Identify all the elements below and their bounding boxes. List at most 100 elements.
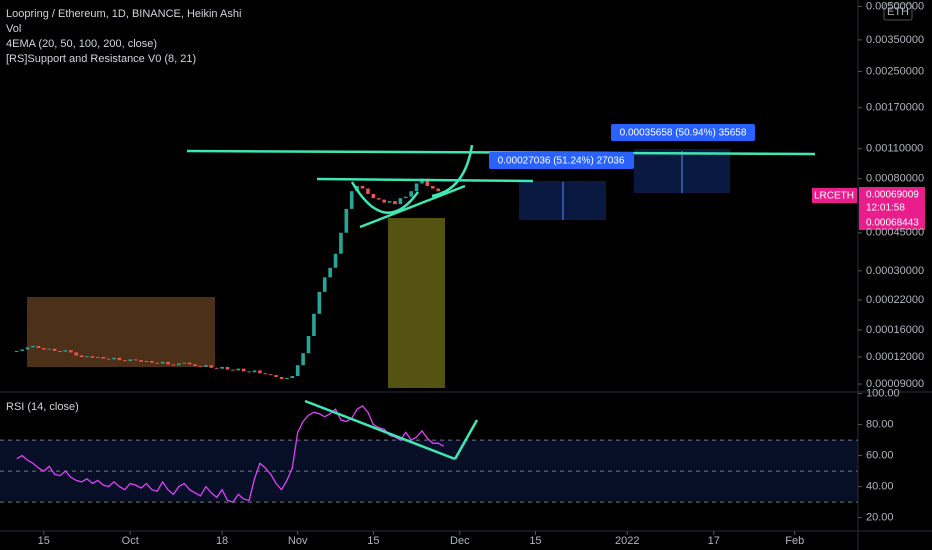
indicator: 4EMA (20, 50, 100, 200, close) (6, 38, 157, 50)
candle (90, 356, 95, 358)
candle (349, 191, 354, 209)
y-tick-label: 0.00045000 (866, 227, 924, 239)
y-tick-label: 0.00250000 (866, 65, 924, 77)
y-tick-label: 60.00 (866, 449, 894, 461)
symbol-box (812, 188, 857, 203)
candle (333, 253, 338, 268)
candle (204, 365, 208, 367)
y-tick-label: 100.00 (866, 387, 900, 399)
candle (339, 232, 343, 254)
candle (63, 350, 68, 352)
candle (393, 201, 397, 205)
x-tick-label: Oct (122, 535, 139, 547)
candle (312, 313, 316, 337)
candle (241, 368, 246, 372)
rsi-line (16, 405, 444, 503)
candle (112, 357, 116, 360)
candle (101, 357, 105, 359)
candle (301, 353, 305, 366)
last-price: 0.00069009 (866, 190, 919, 201)
candle (295, 365, 300, 377)
x-tick-label: 15 (38, 535, 50, 547)
candle (371, 193, 376, 199)
x-tick-label: Nov (288, 535, 308, 547)
x-tick-label: 17 (708, 535, 720, 547)
price-box (859, 187, 925, 216)
currency[interactable]: ETH (887, 6, 909, 18)
candle (387, 201, 392, 203)
candle (366, 188, 370, 194)
candle (155, 362, 160, 364)
x-tick-label: 2022 (615, 535, 639, 547)
candle (409, 191, 413, 197)
candle (382, 199, 386, 203)
y-tick-label: 0.00022000 (866, 294, 924, 306)
symbol: LRCETH (814, 191, 854, 202)
candle (47, 348, 51, 350)
candle (123, 360, 127, 362)
candle (279, 377, 284, 379)
candle (52, 348, 57, 351)
candle (198, 366, 203, 368)
candle (220, 366, 224, 369)
y-tick-label: 0.00110000 (866, 143, 923, 155)
candle (344, 208, 349, 233)
candle (182, 362, 187, 364)
candle (133, 359, 138, 361)
candle (106, 358, 111, 360)
candle (258, 370, 262, 374)
measure-label-box (489, 152, 634, 169)
candle (160, 361, 165, 364)
y-tick-label: 40.00 (866, 480, 894, 492)
x-tick-label: 15 (529, 535, 541, 547)
trend-drawings (186, 144, 816, 461)
chart-title: Loopring / Ethereum, 1D, BINANCE, Heikin… (6, 8, 241, 20)
candle (14, 350, 19, 352)
candle (225, 366, 230, 370)
candle (209, 365, 214, 368)
candle (252, 370, 257, 373)
candle (268, 374, 273, 376)
candle (285, 377, 289, 379)
y-tick-label: 80.00 (866, 418, 894, 430)
candle (236, 368, 241, 371)
candle (79, 355, 84, 358)
candle (322, 277, 327, 292)
x-tick-label: 15 (367, 535, 379, 547)
candle (150, 361, 154, 363)
indicator: [RS]Support and Resistance V0 (8, 21) (6, 53, 196, 65)
candle (144, 361, 149, 363)
measure-label: 0.00035658 (50.94%) 35658 (620, 128, 747, 139)
candle (328, 267, 332, 278)
candle (36, 345, 41, 349)
candle (20, 349, 24, 351)
candle (25, 347, 30, 350)
candle (247, 371, 251, 373)
candle (187, 362, 192, 365)
candle (430, 185, 435, 189)
candle (403, 196, 408, 199)
candle (128, 359, 133, 362)
candle (290, 376, 295, 378)
candle (231, 369, 235, 371)
currency-box[interactable] (883, 3, 913, 21)
measure-label: 0.00027036 (51.24%) 27036 (498, 156, 625, 167)
candle (117, 357, 122, 361)
candle (41, 348, 46, 350)
candle (31, 345, 35, 348)
y-tick-label: 20.00 (866, 512, 894, 524)
x-tick-label: 18 (216, 535, 228, 547)
y-tick-label: 0.00500000 (866, 0, 924, 12)
candle (414, 183, 419, 192)
candle (398, 198, 403, 205)
candle (58, 350, 62, 352)
rsi-title: RSI (14, close) (6, 401, 79, 413)
candle (376, 198, 381, 200)
candle (263, 373, 268, 375)
y-tick-label: 0.00009000 (866, 378, 924, 390)
x-tick-label: Dec (450, 535, 470, 547)
candle (214, 367, 219, 369)
candle (177, 363, 181, 366)
y-tick-label: 0.00016000 (866, 324, 924, 336)
